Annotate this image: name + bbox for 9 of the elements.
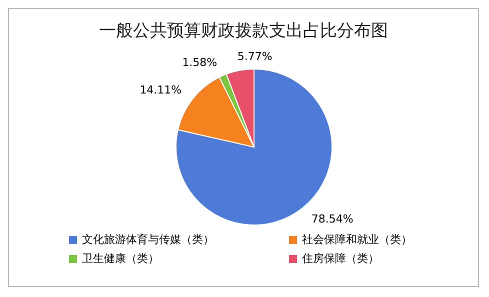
chart-title: 一般公共预算财政拨款支出占比分布图 — [98, 20, 389, 42]
data-label: 1.58% — [182, 56, 218, 70]
data-label: 5.77% — [237, 50, 272, 64]
legend-label: 住房保障（类） — [302, 251, 379, 266]
legend-label: 文化旅游体育与传媒（类） — [82, 232, 214, 247]
data-label: 14.11% — [140, 84, 182, 97]
legend-label: 社会保障和就业（类） — [302, 232, 412, 247]
legend-label: 卫生健康（类） — [82, 251, 159, 266]
data-label: 78.54% — [311, 212, 354, 226]
